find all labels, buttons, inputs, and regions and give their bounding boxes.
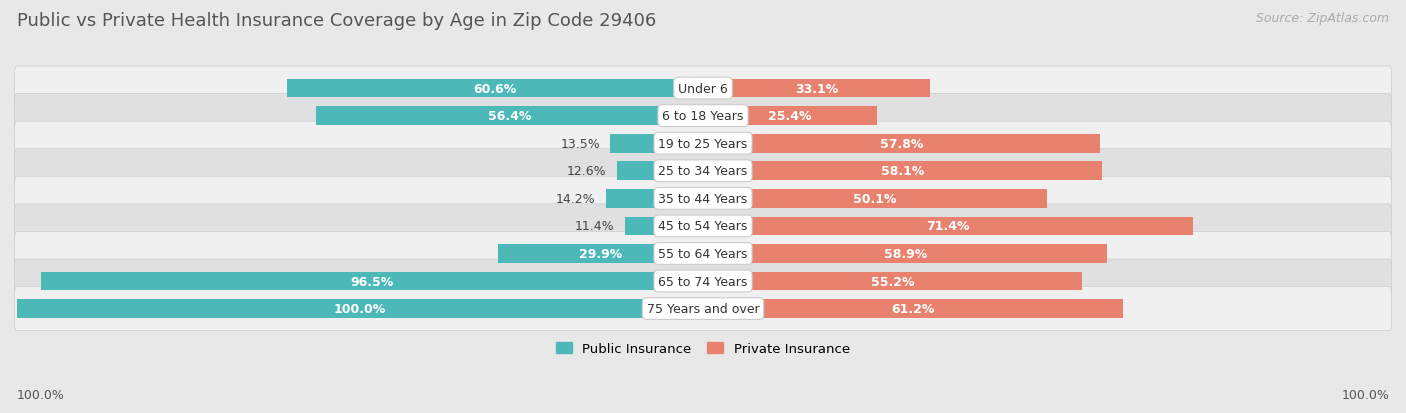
Bar bbox=[287, 80, 703, 98]
Bar bbox=[498, 244, 703, 263]
Text: 100.0%: 100.0% bbox=[333, 302, 385, 316]
Text: Public vs Private Health Insurance Coverage by Age in Zip Code 29406: Public vs Private Health Insurance Cover… bbox=[17, 12, 657, 30]
Bar bbox=[616, 162, 703, 181]
Text: 6 to 18 Years: 6 to 18 Years bbox=[662, 110, 744, 123]
Legend: Public Insurance, Private Insurance: Public Insurance, Private Insurance bbox=[551, 337, 855, 361]
Bar bbox=[703, 162, 1102, 181]
Text: 96.5%: 96.5% bbox=[350, 275, 394, 288]
Bar bbox=[703, 80, 931, 98]
Bar bbox=[624, 217, 703, 236]
Text: 100.0%: 100.0% bbox=[17, 388, 65, 401]
Bar bbox=[610, 135, 703, 153]
Text: 60.6%: 60.6% bbox=[474, 82, 516, 95]
Text: 19 to 25 Years: 19 to 25 Years bbox=[658, 138, 748, 150]
FancyBboxPatch shape bbox=[14, 95, 1392, 138]
Text: 12.6%: 12.6% bbox=[567, 165, 606, 178]
Text: 11.4%: 11.4% bbox=[575, 220, 614, 233]
Text: 57.8%: 57.8% bbox=[880, 138, 924, 150]
Text: 56.4%: 56.4% bbox=[488, 110, 531, 123]
FancyBboxPatch shape bbox=[14, 150, 1392, 193]
Text: 65 to 74 Years: 65 to 74 Years bbox=[658, 275, 748, 288]
Text: 55 to 64 Years: 55 to 64 Years bbox=[658, 247, 748, 260]
Bar bbox=[606, 190, 703, 208]
FancyBboxPatch shape bbox=[14, 232, 1392, 276]
FancyBboxPatch shape bbox=[14, 67, 1392, 111]
Text: 33.1%: 33.1% bbox=[794, 82, 838, 95]
Text: 58.9%: 58.9% bbox=[883, 247, 927, 260]
FancyBboxPatch shape bbox=[14, 177, 1392, 221]
Text: Source: ZipAtlas.com: Source: ZipAtlas.com bbox=[1256, 12, 1389, 25]
Bar bbox=[703, 244, 1108, 263]
Bar bbox=[703, 107, 877, 126]
Bar bbox=[703, 135, 1099, 153]
Bar bbox=[41, 272, 703, 291]
Bar bbox=[703, 299, 1123, 318]
Text: 25 to 34 Years: 25 to 34 Years bbox=[658, 165, 748, 178]
Text: 55.2%: 55.2% bbox=[870, 275, 914, 288]
Text: 25.4%: 25.4% bbox=[769, 110, 811, 123]
FancyBboxPatch shape bbox=[14, 287, 1392, 331]
Text: 45 to 54 Years: 45 to 54 Years bbox=[658, 220, 748, 233]
Bar bbox=[703, 272, 1081, 291]
Text: 58.1%: 58.1% bbox=[880, 165, 924, 178]
FancyBboxPatch shape bbox=[14, 259, 1392, 303]
Text: 61.2%: 61.2% bbox=[891, 302, 935, 316]
Text: 75 Years and over: 75 Years and over bbox=[647, 302, 759, 316]
Text: 29.9%: 29.9% bbox=[579, 247, 621, 260]
Text: Under 6: Under 6 bbox=[678, 82, 728, 95]
Text: 35 to 44 Years: 35 to 44 Years bbox=[658, 192, 748, 205]
Bar bbox=[703, 190, 1047, 208]
Text: 100.0%: 100.0% bbox=[1341, 388, 1389, 401]
FancyBboxPatch shape bbox=[14, 204, 1392, 248]
Text: 50.1%: 50.1% bbox=[853, 192, 897, 205]
Text: 14.2%: 14.2% bbox=[555, 192, 595, 205]
Bar bbox=[703, 217, 1194, 236]
Text: 71.4%: 71.4% bbox=[927, 220, 970, 233]
Bar bbox=[17, 299, 703, 318]
Bar bbox=[316, 107, 703, 126]
FancyBboxPatch shape bbox=[14, 122, 1392, 166]
Text: 13.5%: 13.5% bbox=[561, 138, 600, 150]
